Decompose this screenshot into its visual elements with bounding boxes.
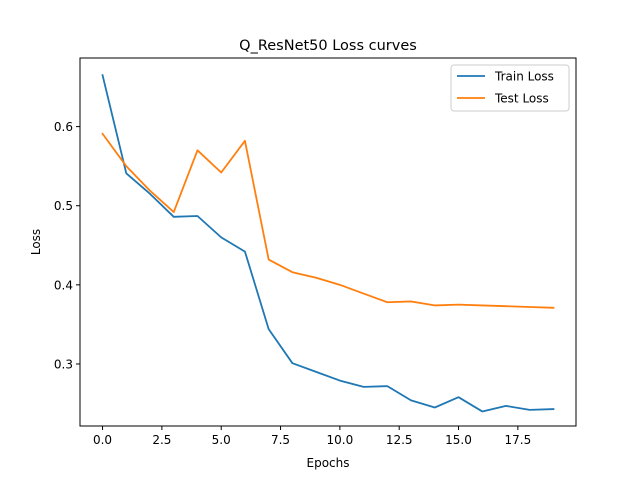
plot-frame — [79, 57, 577, 427]
y-tick-label: 0.6 — [54, 120, 73, 134]
x-tick-label: 10.0 — [327, 433, 354, 447]
legend: Train Loss Test Loss — [450, 64, 570, 112]
y-tick-label: 0.3 — [54, 357, 73, 371]
y-axis-ticks: 0.3 0.4 0.5 0.6 — [54, 120, 80, 371]
y-tick-label: 0.5 — [54, 199, 73, 213]
x-tick-label: 7.5 — [271, 433, 290, 447]
x-tick-label: 0.0 — [93, 433, 112, 447]
series-line-test-loss — [101, 132, 555, 309]
series-line-train-loss — [101, 74, 555, 413]
y-tick-label: 0.4 — [54, 278, 73, 292]
x-tick-label: 15.0 — [445, 433, 472, 447]
x-tick-label: 5.0 — [212, 433, 231, 447]
x-axis-label: Epochs — [307, 456, 350, 470]
x-axis-ticks: 0.0 2.5 5.0 7.5 10.0 12.5 15.0 17.5 — [93, 426, 531, 447]
series-lines — [101, 74, 555, 413]
x-tick-label: 17.5 — [504, 433, 531, 447]
legend-label-test-loss: Test Loss — [494, 92, 549, 106]
y-axis-label: Loss — [29, 229, 43, 255]
x-tick-label: 12.5 — [386, 433, 413, 447]
legend-label-train-loss: Train Loss — [494, 70, 554, 84]
x-tick-label: 2.5 — [152, 433, 171, 447]
chart-title: Q_ResNet50 Loss curves — [239, 38, 417, 54]
